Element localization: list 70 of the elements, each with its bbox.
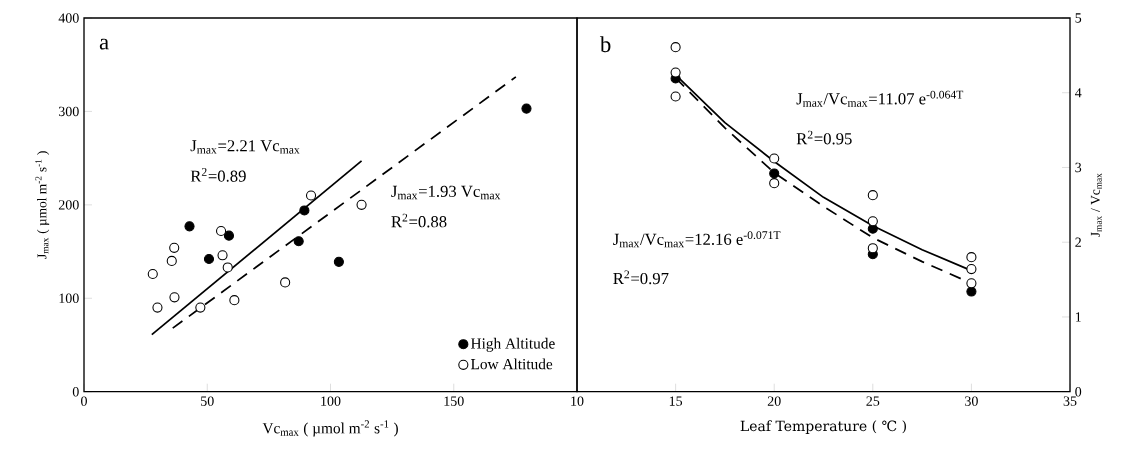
annotation: J$_{max}$/Vc$_{max}$=11.07 e$^{-0.064T}$ [796, 90, 964, 107]
annotation: J$_{max}$/Vc$_{max}$=12.16 e$^{-0.071T}$ [613, 231, 781, 248]
y-tick-label: 1 [1075, 312, 1081, 322]
y-tick-label: 5 [1075, 13, 1082, 23]
point [299, 205, 310, 216]
point [305, 190, 317, 201]
point [867, 216, 878, 227]
point [769, 178, 780, 189]
annotation: a [99, 38, 109, 50]
point [521, 103, 532, 114]
point [217, 250, 228, 261]
point [203, 253, 215, 265]
point [356, 199, 367, 210]
y-tick-label: 200 [58, 200, 79, 210]
annotation: J$_{max}$=1.93 Vc$_{max}$ [391, 185, 501, 200]
point [195, 302, 206, 313]
point [152, 302, 163, 313]
point [222, 262, 233, 273]
point [867, 243, 878, 254]
point [670, 67, 681, 78]
x-tick-label: 20 [767, 396, 781, 406]
point [169, 242, 180, 253]
legend-label: High Altitude [470, 337, 555, 352]
x-tick-label: 10 [571, 396, 584, 406]
point [215, 225, 227, 237]
point [867, 190, 878, 201]
annotation: R$^{2}$=0.97 [613, 270, 669, 285]
point [184, 221, 195, 232]
point [769, 153, 780, 164]
point [966, 286, 977, 297]
annotation: R$^{2}$=0.89 [190, 168, 246, 182]
y-tick-label: 0 [1075, 386, 1082, 397]
point [280, 277, 291, 288]
x-tick-label: 0 [81, 396, 87, 406]
y-tick-label: 2 [1075, 237, 1081, 247]
point [147, 268, 158, 280]
point [769, 168, 780, 179]
point [229, 295, 240, 306]
y-axis-title: J$_{max}$ / Vc$_{max}$ [1090, 173, 1102, 237]
x-tick-label: 150 [444, 396, 464, 406]
annotation: R$^{2}$=0.88 [391, 213, 447, 228]
x-axis-title: Vc$_{max}$ ( µmol m$^{-2}$ s$^{-1}$ ) [262, 420, 398, 437]
y-tick-label: 0 [72, 386, 79, 397]
point [966, 264, 977, 275]
y-tick-label: 4 [1074, 88, 1082, 98]
annotation: b [599, 36, 611, 53]
point [166, 255, 177, 266]
y-tick-label: 300 [58, 106, 79, 117]
point [169, 292, 180, 303]
point [293, 236, 304, 247]
x-tick-label: 25 [866, 396, 880, 406]
y-tick-label: 400 [58, 13, 79, 23]
x-tick-label: 100 [321, 396, 341, 406]
y-tick-label: 100 [59, 293, 79, 303]
annotation: J$_{max}$=2.21 Vc$_{max}$ [190, 140, 300, 154]
legend-label: Low Altitude [470, 358, 553, 370]
y-tick-label: 3 [1075, 162, 1082, 173]
x-axis-title: Leaf Temperature ( ℃ ) [740, 420, 906, 434]
point [333, 256, 344, 267]
point [966, 278, 977, 289]
annotation: R$^{2}$=0.95 [796, 130, 852, 145]
point [223, 230, 235, 241]
x-tick-label: 35 [1063, 396, 1077, 406]
point [670, 91, 681, 102]
point [966, 252, 977, 263]
x-tick-label: 30 [965, 396, 978, 406]
y-axis-title: J$_{max}$ ( µmol m$^{-2}$ s$^{-1}$ ) [35, 151, 50, 259]
point [670, 42, 681, 53]
x-tick-label: 50 [201, 396, 214, 406]
x-tick-label: 15 [669, 396, 683, 406]
